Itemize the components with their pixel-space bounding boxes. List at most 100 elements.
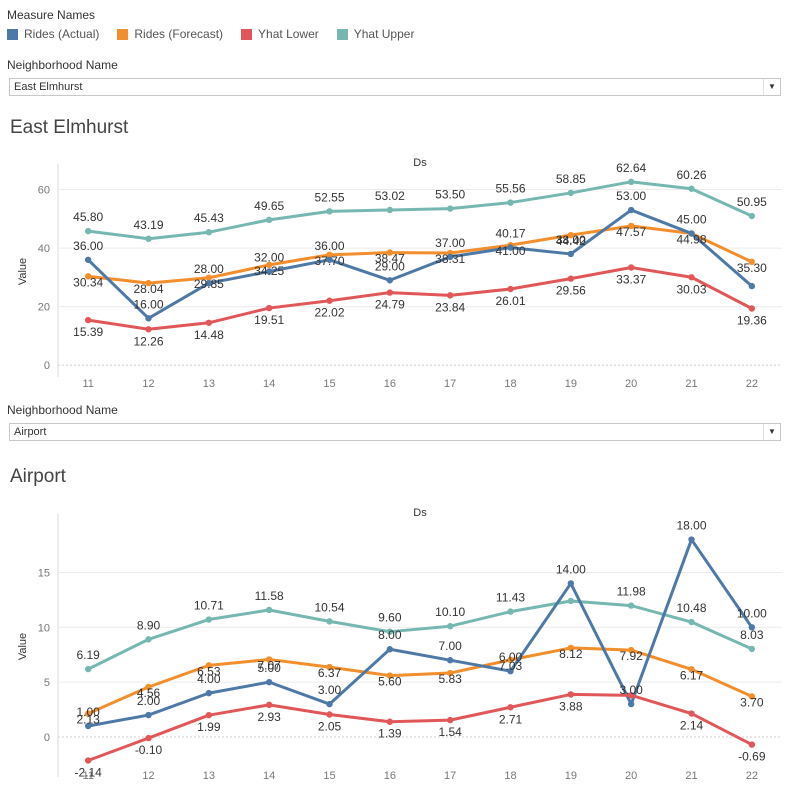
data-point-rides-forecast	[265, 656, 273, 663]
y-tick-label: 10	[38, 622, 50, 634]
legend-item-yhat-lower[interactable]: Yhat Lower	[241, 27, 319, 41]
data-point-yhat-lower	[507, 285, 514, 293]
data-label: 9.60	[378, 611, 402, 625]
data-point-yhat-upper	[326, 208, 333, 215]
y-tick-label: 20	[38, 302, 50, 314]
chart-title-east-elmhurst: East Elmhurst	[10, 117, 129, 138]
data-label: 30.03	[676, 282, 706, 296]
data-point-yhat-lower	[205, 711, 213, 719]
x-axis-title: Ds	[413, 507, 427, 519]
x-tick-label: 13	[203, 378, 215, 390]
data-point-rides-forecast	[688, 666, 695, 673]
data-point-rides-forecast	[145, 683, 152, 691]
data-point-yhat-lower	[688, 710, 695, 717]
data-label: 60.26	[676, 168, 706, 182]
data-label: 3.70	[740, 695, 764, 709]
data-point-yhat-lower	[748, 305, 756, 312]
data-label: 45.43	[194, 211, 224, 225]
data-point-yhat-lower	[627, 264, 635, 271]
data-point-yhat-lower	[748, 741, 756, 748]
data-label: 53.02	[375, 189, 405, 203]
series-line-yhat-upper	[87, 599, 753, 671]
legend-label: Yhat Lower	[258, 27, 319, 41]
data-label: 45.00	[676, 212, 706, 226]
x-tick-label: 12	[142, 378, 154, 390]
chevron-down-icon[interactable]: ▼	[763, 424, 780, 440]
data-point-rides-actual	[84, 722, 92, 730]
data-label: 10.71	[194, 599, 224, 613]
data-label: 34.25	[254, 264, 284, 278]
legend-label: Yhat Upper	[353, 27, 415, 41]
x-tick-label: 19	[565, 770, 577, 782]
data-label: 47.57	[616, 225, 646, 239]
data-point-rides-actual	[265, 678, 273, 686]
data-label: 38.47	[375, 252, 405, 266]
data-label: -0.10	[135, 743, 163, 757]
series-line-rides-forecast	[88, 224, 753, 285]
data-label: 53.50	[435, 188, 465, 202]
neighborhood-dropdown[interactable]: East Elmhurst ▼	[9, 78, 781, 96]
x-tick-label: 11	[82, 770, 93, 782]
data-label: 52.55	[314, 190, 344, 204]
data-label: 7.92	[619, 649, 643, 663]
data-label: 16.00	[133, 297, 163, 311]
data-label: 7.07	[257, 658, 281, 672]
data-label: 3.00	[619, 683, 643, 697]
neighborhood-dropdown[interactable]: Airport ▼	[9, 423, 781, 441]
data-point-rides-actual	[386, 277, 394, 284]
x-tick-label: 18	[504, 770, 516, 782]
data-label: 50.95	[737, 195, 767, 209]
x-tick-label: 14	[263, 378, 275, 390]
data-label: 44.42	[556, 234, 586, 248]
data-point-yhat-upper	[386, 206, 394, 214]
data-point-rides-actual	[507, 244, 514, 251]
data-label: 2.13	[76, 713, 100, 727]
data-point-rides-forecast	[748, 693, 756, 700]
data-point-rides-forecast	[567, 644, 575, 652]
data-label: 8.00	[378, 628, 402, 642]
data-label: 28.04	[133, 282, 163, 296]
data-point-rides-forecast	[84, 710, 92, 717]
data-point-rides-forecast	[205, 274, 213, 281]
data-point-yhat-lower	[446, 292, 454, 299]
data-label: 4.00	[197, 672, 221, 686]
x-tick-label: 15	[323, 378, 335, 390]
data-label: 1.54	[438, 725, 462, 739]
data-label: 8.90	[137, 618, 161, 632]
data-point-rides-forecast	[205, 662, 213, 669]
x-tick-label: 16	[384, 378, 396, 390]
data-point-yhat-upper	[688, 618, 695, 626]
data-point-yhat-lower	[627, 692, 635, 699]
data-point-yhat-upper	[446, 205, 454, 212]
y-tick-label: 5	[44, 677, 50, 689]
data-label: 29.00	[375, 259, 405, 273]
legend-item-rides-forecast[interactable]: Rides (Forecast)	[117, 27, 223, 41]
data-point-rides-actual	[145, 711, 152, 719]
x-tick-label: 18	[504, 378, 516, 390]
data-point-rides-forecast	[326, 251, 333, 259]
data-point-yhat-upper	[265, 216, 273, 224]
chart-east-elmhurst: Ds Value 0 20 40 60 11 12 13 14 15 16 17 18 19 20 21 22 45…	[17, 157, 782, 390]
data-point-yhat-upper	[507, 199, 514, 206]
data-point-yhat-upper	[627, 178, 635, 186]
legend-swatch	[336, 28, 348, 40]
data-point-yhat-lower	[145, 734, 152, 742]
x-tick-label: 19	[565, 378, 577, 390]
data-label: 23.84	[435, 300, 465, 314]
legend-item-rides-actual[interactable]: Rides (Actual)	[7, 27, 99, 41]
data-label: -2.14	[74, 765, 102, 779]
data-label: 7.00	[438, 639, 462, 653]
data-point-rides-actual	[688, 230, 695, 237]
data-point-rides-actual	[265, 268, 273, 275]
data-label: -0.69	[738, 750, 766, 764]
x-axis-title: Ds	[413, 157, 427, 169]
data-label: 45.80	[73, 210, 103, 224]
data-label: 3.00	[318, 683, 342, 697]
chevron-down-icon[interactable]: ▼	[763, 79, 780, 95]
data-point-yhat-upper	[567, 597, 575, 605]
filter-label-neighborhood: Neighborhood Name	[7, 58, 118, 72]
data-label: 10.00	[737, 606, 767, 620]
data-label: 6.53	[197, 664, 221, 678]
legend-item-yhat-upper[interactable]: Yhat Upper	[336, 27, 415, 41]
data-point-yhat-upper	[265, 606, 273, 614]
